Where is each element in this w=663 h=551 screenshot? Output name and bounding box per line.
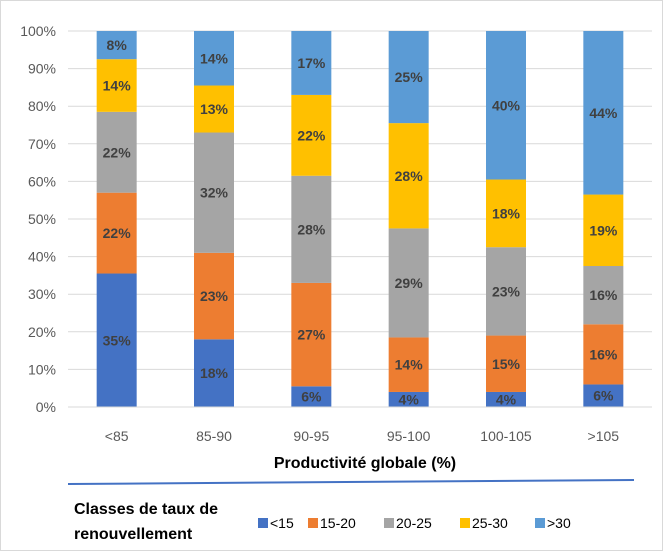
bar-segment — [388, 391, 429, 407]
x-tick-label: <85 — [105, 428, 129, 444]
data-label: 14% — [103, 78, 132, 94]
bar-segment — [291, 31, 332, 95]
y-tick-label: 10% — [28, 361, 56, 377]
legend-swatch — [384, 518, 394, 528]
data-label: 32% — [200, 185, 229, 201]
data-label: 28% — [395, 168, 424, 184]
bar-segment — [583, 194, 624, 266]
bar-segment — [291, 386, 332, 407]
legend-label: <15 — [270, 515, 294, 531]
data-label: 18% — [492, 205, 521, 221]
separator-line — [67, 479, 635, 485]
x-tick-label: 100-105 — [480, 428, 532, 444]
data-label: 22% — [103, 225, 132, 241]
data-label: 16% — [589, 346, 618, 362]
x-axis: <85 85-90 90-95 95-100 100-105 >105 — [68, 406, 652, 444]
legend-label: >30 — [547, 515, 571, 531]
bar-segment — [194, 252, 234, 340]
data-label: 15% — [492, 356, 521, 372]
y-tick-label: 70% — [28, 136, 56, 152]
y-tick-label: 30% — [28, 286, 56, 302]
bar-segment — [388, 337, 429, 392]
y-tick-label: 0% — [36, 399, 56, 415]
bar-segment — [486, 335, 526, 392]
y-tick-label: 50% — [28, 211, 56, 227]
legend-swatch — [460, 518, 470, 528]
bar-segment — [583, 384, 624, 407]
data-label: 4% — [496, 391, 517, 407]
y-tick-label: 80% — [28, 98, 56, 114]
y-tick-label: 60% — [28, 173, 56, 189]
data-label: 25% — [395, 69, 424, 85]
data-label: 28% — [297, 221, 326, 237]
data-label: 16% — [589, 287, 618, 303]
bar-segment — [291, 282, 332, 387]
x-tick-label: 90-95 — [293, 428, 329, 444]
data-label: 44% — [589, 105, 618, 121]
legend-swatch — [258, 518, 268, 528]
bar-segment — [583, 324, 624, 385]
data-label: 13% — [200, 101, 229, 117]
data-label: 6% — [301, 389, 322, 405]
bar-segment — [291, 175, 332, 283]
legend-label: 20-25 — [396, 515, 432, 531]
data-label: 4% — [399, 391, 420, 407]
x-tick-label: 85-90 — [196, 428, 232, 444]
legend-label: 25-30 — [472, 515, 508, 531]
data-label: 35% — [103, 332, 132, 348]
data-label: 18% — [200, 365, 229, 381]
data-label: 29% — [395, 275, 424, 291]
data-label: 19% — [589, 222, 618, 238]
bar-segment — [194, 132, 234, 253]
data-label: 23% — [492, 283, 521, 299]
data-label: 23% — [200, 288, 229, 304]
x-tick-label: 95-100 — [387, 428, 431, 444]
bar-segment — [486, 179, 526, 248]
data-label: 6% — [593, 388, 614, 404]
data-label: 22% — [297, 127, 326, 143]
bars: 35% 22% 22% 14% 8% 18% 23% 32% 13% 14% 6% 27% 28% 22%… — [96, 31, 624, 407]
bar-segment — [96, 192, 137, 274]
bar-segment — [96, 273, 137, 407]
bar-segment — [194, 31, 234, 86]
legend-title-line-2: renouvellement — [74, 526, 193, 543]
legend-title-line-1: Classes de taux de — [74, 501, 218, 518]
bar-segment — [291, 94, 332, 176]
legend: Classes de taux de renouvellement <15 15-… — [74, 501, 571, 543]
bar-segment — [194, 339, 234, 407]
legend-swatch — [535, 518, 545, 528]
data-label: 22% — [103, 144, 132, 160]
gridlines — [68, 30, 652, 408]
y-tick-label: 100% — [20, 23, 56, 39]
bar-segment — [96, 111, 137, 193]
bar-segment — [388, 123, 429, 229]
bar-segment — [388, 31, 429, 124]
legend-swatch — [308, 518, 318, 528]
bar-segment — [486, 391, 526, 407]
y-tick-label: 40% — [28, 249, 56, 265]
bar-segment — [194, 85, 234, 133]
bar-segment — [583, 31, 624, 195]
bar-segment — [388, 228, 429, 338]
legend-label: 15-20 — [320, 515, 356, 531]
bar-segment — [486, 31, 526, 180]
data-label: 27% — [297, 327, 326, 343]
bar-segment — [96, 31, 137, 60]
y-tick-label: 20% — [28, 324, 56, 340]
x-tick-label: >105 — [588, 428, 620, 444]
bar-segment — [96, 59, 137, 112]
data-label: 8% — [107, 37, 128, 53]
bar-segment — [486, 247, 526, 336]
data-label: 40% — [492, 97, 521, 113]
data-label: 14% — [395, 357, 424, 373]
data-label: 14% — [200, 50, 229, 66]
y-axis: 0% 10% 20% 30% 40% 50% 60% 70% 80% 90% 100% — [20, 23, 56, 415]
x-axis-title: Productivité globale (%) — [274, 455, 456, 472]
data-label: 17% — [297, 55, 326, 71]
bar-segment — [583, 266, 624, 325]
y-tick-label: 90% — [28, 61, 56, 77]
